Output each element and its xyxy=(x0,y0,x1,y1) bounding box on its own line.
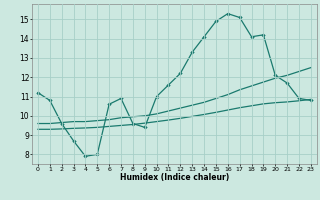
X-axis label: Humidex (Indice chaleur): Humidex (Indice chaleur) xyxy=(120,173,229,182)
